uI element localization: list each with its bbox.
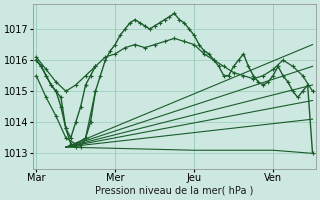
- X-axis label: Pression niveau de la mer( hPa ): Pression niveau de la mer( hPa ): [95, 186, 253, 196]
